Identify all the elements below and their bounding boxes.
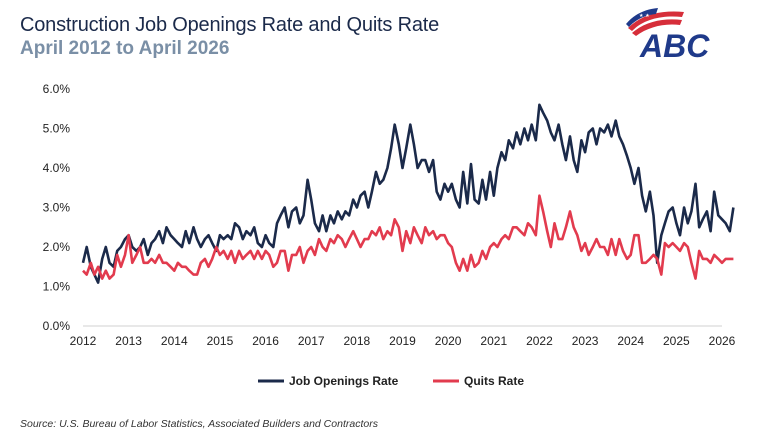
x-tick-label: 2016 (252, 334, 279, 348)
x-tick-label: 2020 (435, 334, 462, 348)
y-tick-label: 1.0% (43, 280, 71, 294)
x-tick-label: 2012 (70, 334, 97, 348)
series-lines (81, 103, 735, 284)
x-tick-label: 2019 (389, 334, 416, 348)
y-tick-label: 3.0% (43, 201, 71, 215)
source-note: Source: U.S. Bureau of Labor Statistics,… (20, 418, 378, 430)
y-tick-label: 2.0% (43, 240, 71, 254)
chart-subtitle: April 2012 to April 2026 (20, 38, 230, 59)
quits-rate-line (82, 194, 734, 280)
x-tick-label: 2021 (480, 334, 507, 348)
x-tick-label: 2015 (207, 334, 234, 348)
svg-text:★ ★: ★ ★ (639, 13, 650, 19)
y-axis: 0.0% 1.0% 2.0% 3.0% 4.0% 5.0% 6.0% (43, 82, 71, 333)
job-openings-rate-line (81, 103, 735, 284)
y-tick-label: 4.0% (43, 161, 71, 175)
y-tick-label: 5.0% (43, 122, 71, 136)
x-tick-label: 2014 (161, 334, 188, 348)
x-tick-label: 2023 (572, 334, 599, 348)
x-tick-label: 2018 (344, 334, 371, 348)
x-tick-label: 2022 (526, 334, 553, 348)
x-tick-label: 2024 (617, 334, 644, 348)
x-tick-label: 2025 (663, 334, 690, 348)
legend-label: Job Openings Rate (289, 374, 399, 388)
y-tick-label: 0.0% (43, 319, 71, 333)
x-tick-label: 2017 (298, 334, 325, 348)
chart-title: Construction Job Openings Rate and Quits… (20, 14, 440, 36)
abc-logo: ★ ★ ABC (626, 8, 710, 62)
logo-text: ABC (639, 28, 710, 62)
legend: Job Openings Rate Quits Rate (258, 374, 524, 388)
x-tick-label: 2013 (115, 334, 142, 348)
flag-stripes-icon: ★ ★ (626, 8, 684, 36)
y-tick-label: 6.0% (43, 82, 71, 96)
x-tick-label: 2026 (709, 334, 736, 348)
legend-label: Quits Rate (464, 374, 524, 388)
x-axis: 2012 2013 2014 2015 2016 2017 2018 2019 2020 2021… (70, 334, 736, 348)
